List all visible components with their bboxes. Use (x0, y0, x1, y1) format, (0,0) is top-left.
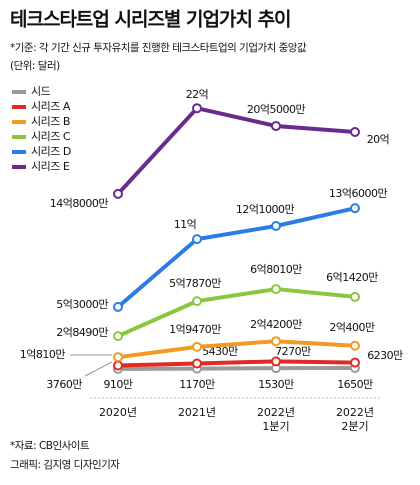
x-tick-label: 2022년 2분기 (335, 406, 375, 433)
data-point (271, 221, 281, 232)
value-label: 2억400만 (329, 321, 375, 334)
data-point (271, 121, 281, 132)
series-line (117, 359, 356, 368)
value-label: 11억 (174, 218, 197, 231)
value-label: 6억8010만 (250, 263, 302, 276)
data-point (113, 188, 123, 199)
data-point (271, 284, 281, 295)
unit: (단위: 달러) (10, 59, 60, 72)
value-label: 1650만 (337, 378, 373, 391)
legend-label: 시리즈 B (31, 115, 70, 128)
data-point (350, 127, 360, 137)
value-label: 5억3000만 (56, 298, 108, 311)
credit: 그래픽: 김지영 디자인기자 (10, 459, 120, 471)
data-point (350, 291, 360, 302)
value-label: 5430만 (202, 345, 238, 358)
x-tick-label: 2022년 1분기 (256, 406, 296, 433)
value-label: 22억 (186, 88, 209, 101)
value-label: 1억9470만 (169, 323, 221, 336)
value-label: 6230만 (367, 349, 403, 362)
data-point (192, 358, 202, 369)
chart-title: 테크스타트업 시리즈별 기업가치 추이 (10, 9, 291, 31)
x-tick-label: 2021년 (177, 406, 217, 419)
series-line (117, 339, 356, 360)
data-point (113, 331, 123, 342)
series-line (117, 366, 356, 371)
value-label: 1억810만 (20, 348, 66, 361)
data-point (350, 357, 360, 368)
data-point (192, 341, 202, 352)
leader-line (84, 361, 113, 377)
data-point (350, 203, 360, 214)
data-point (192, 103, 202, 114)
value-label: 20억5000만 (247, 103, 306, 116)
legend-label: 시리즈 D (31, 145, 71, 158)
data-point (192, 234, 202, 245)
value-label: 1530만 (258, 378, 294, 391)
value-label: 13억6000만 (329, 187, 388, 200)
subtitle: *기준: 각 기간 신규 투자유치를 진행한 테크스타트업의 기업가치 중앙값 (10, 41, 307, 54)
value-label: 12억1000만 (236, 203, 295, 216)
legend-label: 시리즈 C (31, 130, 71, 143)
value-label: 2억4200만 (250, 318, 302, 331)
value-label: 5억7870만 (169, 277, 221, 290)
series-line (116, 206, 356, 309)
legend-label: 시드 (31, 85, 51, 98)
data-point (271, 336, 281, 347)
data-point (113, 352, 123, 363)
data-point (113, 360, 123, 371)
series-line (116, 106, 356, 196)
value-label: 910만 (103, 378, 132, 391)
legend-label: 시리즈 A (31, 100, 71, 113)
data-point (113, 301, 123, 312)
data-point (271, 356, 281, 367)
series-line (117, 287, 356, 338)
source: *자료: CB인사이트 (10, 440, 90, 452)
value-label: 2억8490만 (56, 326, 108, 339)
legend-label: 시리즈 E (31, 160, 70, 173)
data-point (192, 296, 202, 307)
value-label: 3760만 (46, 378, 82, 391)
value-label: 20억 (367, 133, 390, 146)
value-label: 6억1420만 (326, 271, 378, 284)
x-tick-label: 2020년 (98, 406, 138, 419)
value-label: 14억8000만 (50, 197, 109, 210)
value-label: 7270만 (275, 345, 311, 358)
data-point (350, 340, 360, 351)
value-label: 1170만 (179, 378, 215, 391)
